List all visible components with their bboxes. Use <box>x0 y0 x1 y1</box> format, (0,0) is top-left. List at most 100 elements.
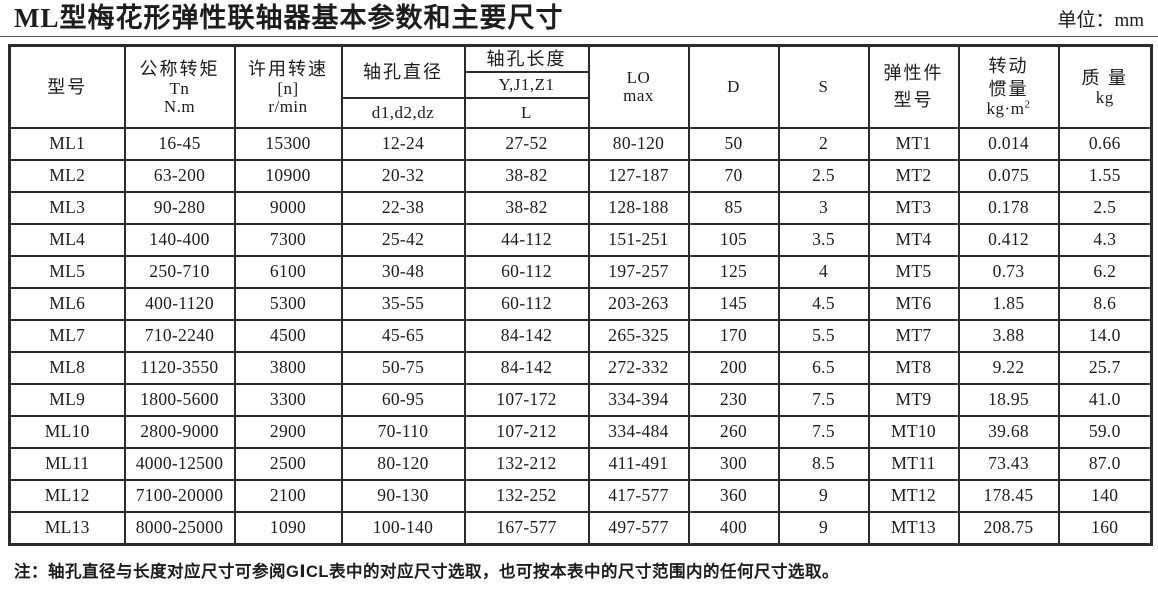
cell-bore-diameter: 70-110 <box>340 414 466 449</box>
cell-inertia: 9.22 <box>957 350 1060 385</box>
table-header: 型号 公称转矩 Tn N.m 许用转速 [n] r/min 轴孔直径 轴孔长度 <box>8 44 1153 129</box>
cell-lo-max: 80-120 <box>587 126 690 161</box>
cell-d: 125 <box>687 254 780 289</box>
cell-lo-max: 334-484 <box>587 414 690 449</box>
cell-inertia: 0.178 <box>957 190 1060 225</box>
cell-lo-max: 417-577 <box>587 478 690 513</box>
cell-elastic-model: MT7 <box>867 318 960 353</box>
bore-length-symbol-label: L <box>521 102 532 122</box>
bore-length-label: 轴孔长度 <box>486 48 567 69</box>
cell-s: 4.5 <box>777 286 870 321</box>
cell-model: ML8 <box>8 350 126 385</box>
col-header-mass: 质 量 kg <box>1057 44 1153 129</box>
cell-model: ML5 <box>8 254 126 289</box>
col-header-bore-length-symbol: L <box>463 96 590 129</box>
table-row: ML4 140-400 7300 25-42 44-112 151-251 105 3.5 MT… <box>8 222 1153 257</box>
cell-bore-diameter: 25-42 <box>340 222 466 257</box>
cell-bore-length: 107-172 <box>463 382 590 417</box>
inertia-label-line1: 转动 <box>988 56 1029 77</box>
cell-speed: 4500 <box>233 318 343 353</box>
table-row: ML11 4000-12500 2500 80-120 132-212 411-491 30… <box>8 446 1153 481</box>
cell-lo-max: 497-577 <box>587 510 690 545</box>
lo-symbol: LO <box>626 67 651 87</box>
cell-lo-max: 151-251 <box>587 222 690 257</box>
mass-unit: kg <box>1095 88 1114 108</box>
table-row: ML9 1800-5600 3300 60-95 107-172 334-394 230 7.… <box>8 382 1153 417</box>
cell-speed: 15300 <box>233 126 343 161</box>
cell-inertia: 0.412 <box>957 222 1060 257</box>
table-body: ML1 16-45 15300 12-24 27-52 80-120 50 2 MT1 0.014… <box>8 126 1153 545</box>
cell-speed: 10900 <box>233 158 343 193</box>
cell-torque: 710-2240 <box>123 318 236 353</box>
cell-lo-max: 128-188 <box>587 190 690 225</box>
cell-s: 9 <box>777 510 870 545</box>
cell-mass: 2.5 <box>1057 190 1153 225</box>
cell-speed: 3800 <box>233 350 343 385</box>
cell-s: 2.5 <box>777 158 870 193</box>
inertia-unit-base: kg·m <box>986 99 1025 119</box>
cell-s: 4 <box>777 254 870 289</box>
col-header-s: S <box>777 44 870 129</box>
table-row: ML13 8000-25000 1090 100-140 167-577 497-577 4… <box>8 510 1153 545</box>
cell-s: 2 <box>777 126 870 161</box>
coupling-parameters-table: 型号 公称转矩 Tn N.m 许用转速 [n] r/min 轴孔直径 轴孔长度 <box>8 44 1153 546</box>
cell-mass: 160 <box>1057 510 1153 545</box>
cell-d: 170 <box>687 318 780 353</box>
cell-bore-diameter: 22-38 <box>340 190 466 225</box>
cell-d: 85 <box>687 190 780 225</box>
cell-inertia: 0.014 <box>957 126 1060 161</box>
cell-lo-max: 272-332 <box>587 350 690 385</box>
cell-lo-max: 203-263 <box>587 286 690 321</box>
table-row: ML12 7100-20000 2100 90-130 132-252 417-577 36… <box>8 478 1153 513</box>
cell-model: ML9 <box>8 382 126 417</box>
model-label: 型号 <box>47 76 88 97</box>
cell-bore-diameter: 90-130 <box>340 478 466 513</box>
cell-mass: 140 <box>1057 478 1153 513</box>
cell-model: ML11 <box>8 446 126 481</box>
cell-s: 3 <box>777 190 870 225</box>
s-symbol: S <box>818 76 829 96</box>
cell-model: ML7 <box>8 318 126 353</box>
cell-mass: 87.0 <box>1057 446 1153 481</box>
cell-bore-diameter: 20-32 <box>340 158 466 193</box>
cell-bore-diameter: 100-140 <box>340 510 466 545</box>
cell-inertia: 208.75 <box>957 510 1060 545</box>
cell-inertia: 0.075 <box>957 158 1060 193</box>
cell-model: ML2 <box>8 158 126 193</box>
cell-speed: 1090 <box>233 510 343 545</box>
col-header-bore-diameter: 轴孔直径 <box>340 44 466 99</box>
cell-s: 7.5 <box>777 382 870 417</box>
cell-s: 9 <box>777 478 870 513</box>
cell-speed: 7300 <box>233 222 343 257</box>
header-row-3: d1,d2,dz L <box>10 96 1152 129</box>
cell-lo-max: 265-325 <box>587 318 690 353</box>
cell-speed: 5300 <box>233 286 343 321</box>
col-header-bore-length-types: Y,J1,Z1 <box>463 70 590 99</box>
cell-d: 400 <box>687 510 780 545</box>
cell-elastic-model: MT4 <box>867 222 960 257</box>
cell-d: 105 <box>687 222 780 257</box>
cell-inertia: 73.43 <box>957 446 1060 481</box>
cell-bore-diameter: 60-95 <box>340 382 466 417</box>
cell-bore-diameter: 50-75 <box>340 350 466 385</box>
title-bar: ML型梅花形弹性联轴器基本参数和主要尺寸 单位：mm <box>0 0 1158 36</box>
title-divider <box>0 36 1158 37</box>
inertia-label-line2: 惯量 <box>988 78 1029 99</box>
table-row: ML3 90-280 9000 22-38 38-82 128-188 85 3 MT3 0.17… <box>8 190 1153 225</box>
cell-torque: 400-1120 <box>123 286 236 321</box>
bore-diameter-label: 轴孔直径 <box>363 61 443 82</box>
bore-length-types-label: Y,J1,Z1 <box>498 74 555 94</box>
cell-elastic-model: MT11 <box>867 446 960 481</box>
table-row: ML1 16-45 15300 12-24 27-52 80-120 50 2 MT1 0.014… <box>8 126 1153 161</box>
cell-d: 50 <box>687 126 780 161</box>
cell-speed: 2500 <box>233 446 343 481</box>
cell-mass: 1.55 <box>1057 158 1153 193</box>
unit-label: 单位：mm <box>1057 10 1144 32</box>
cell-bore-length: 107-212 <box>463 414 590 449</box>
cell-bore-diameter: 12-24 <box>340 126 466 161</box>
table-row: ML7 710-2240 4500 45-65 84-142 265-325 170 5.5 M… <box>8 318 1153 353</box>
cell-model: ML10 <box>8 414 126 449</box>
cell-lo-max: 334-394 <box>587 382 690 417</box>
mass-label-cn: 质 量 <box>1081 67 1128 88</box>
